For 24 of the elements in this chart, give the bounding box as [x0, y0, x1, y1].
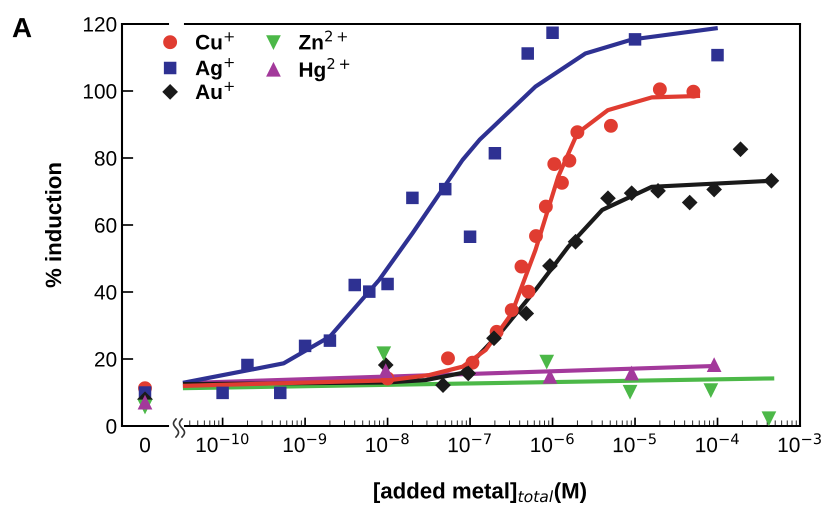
- legend-label: Hg$^{2+}$: [300, 58, 350, 82]
- legend-label: Ag$^{+}$: [196, 58, 234, 80]
- y-axis-title: % induction: [45, 163, 62, 288]
- chart-title: A: [12, 18, 32, 38]
- y-tick-label: 0: [106, 419, 116, 434]
- y-tick-label: 20: [95, 352, 116, 367]
- legend-label: Cu$^{+}$: [196, 32, 234, 50]
- x-tick-label: 0: [140, 438, 150, 452]
- legend-label: Zn$^{2+}$: [299, 30, 347, 50]
- y-tick-label: 120: [84, 17, 116, 32]
- x-tick-label: 10$^{−3}$: [778, 433, 821, 452]
- x-tick-label: 10$^{−8}$: [366, 433, 409, 452]
- x-tick-label: 10$^{−9}$: [284, 433, 326, 452]
- x-axis-title: [added metal]$_{total}$(M): [374, 482, 586, 503]
- y-tick-label: 100: [84, 84, 116, 99]
- x-tick-label: 10$^{−7}$: [448, 433, 491, 452]
- y-tick-label: 40: [94, 285, 116, 300]
- legend-label: Au$^{+}$: [196, 82, 234, 100]
- x-tick-label: 10$^{−5}$: [614, 433, 656, 452]
- y-tick-label: 80: [94, 151, 116, 166]
- y-tick-label: 60: [95, 218, 116, 233]
- x-tick-label: 10$^{−10}$: [196, 433, 248, 452]
- x-tick-label: 10$^{−6}$: [531, 433, 574, 452]
- x-tick-label: 10$^{−4}$: [696, 433, 739, 452]
